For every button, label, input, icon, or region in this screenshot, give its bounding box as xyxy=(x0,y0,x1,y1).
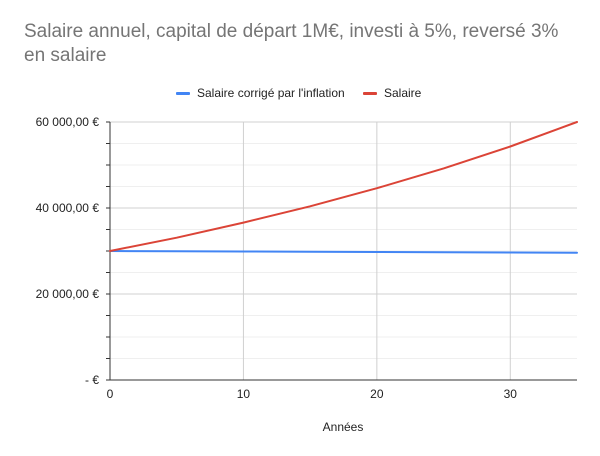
x-tick-label: 20 xyxy=(370,387,384,401)
y-tick-label: 60 000,00 € xyxy=(36,115,100,129)
legend-swatch-inflation xyxy=(176,91,190,95)
series-line-salaire xyxy=(109,121,578,252)
legend: Salaire corrigé par l'inflation Salaire xyxy=(0,85,600,101)
x-tick-label: 30 xyxy=(504,387,518,401)
y-tick-label: 40 000,00 € xyxy=(36,201,100,215)
legend-item-inflation[interactable]: Salaire corrigé par l'inflation xyxy=(176,85,345,101)
x-axis-title: Années xyxy=(323,420,364,434)
legend-label-inflation: Salaire corrigé par l'inflation xyxy=(197,86,345,100)
minor-gridlines xyxy=(110,143,577,359)
x-tick-label: 10 xyxy=(237,387,251,401)
y-tick-label: - € xyxy=(85,373,99,387)
x-tick-label: 0 xyxy=(107,387,114,401)
legend-label-salaire: Salaire xyxy=(384,86,422,100)
legend-swatch-salaire xyxy=(363,91,377,95)
series-layer xyxy=(109,121,578,254)
series-line-inflation xyxy=(109,250,578,254)
x-axis: 0 10 20 30 xyxy=(107,379,577,401)
major-gridlines xyxy=(110,121,577,380)
y-tick-label: 20 000,00 € xyxy=(36,287,100,301)
legend-item-salaire[interactable]: Salaire xyxy=(363,85,421,101)
y-axis: - € 20 000,00 € 40 000,00 € 60 000,00 € xyxy=(36,115,111,387)
chart-title: Salaire annuel, capital de départ 1M€, i… xyxy=(24,21,559,66)
